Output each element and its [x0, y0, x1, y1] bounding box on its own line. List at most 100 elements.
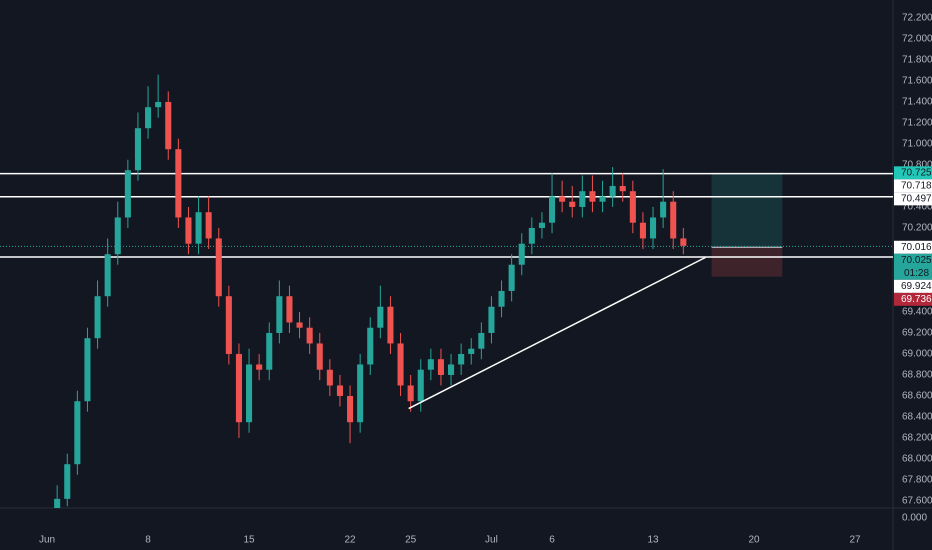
candle-body — [538, 222, 545, 228]
candle-body — [579, 191, 586, 207]
candle-body — [569, 201, 576, 207]
y-tick-label: 68.000 — [902, 454, 932, 465]
candle-body — [145, 107, 152, 129]
candle-body — [468, 348, 475, 354]
candle-body — [478, 332, 485, 349]
candle-body — [437, 359, 444, 375]
candle-body — [205, 212, 212, 239]
price-label-bg — [894, 166, 932, 180]
x-tick-label: 27 — [849, 535, 861, 546]
candle-body — [124, 170, 131, 218]
price-label-bg — [894, 240, 932, 254]
candle-body — [94, 296, 101, 339]
candle-body — [256, 364, 263, 370]
candle-body — [84, 338, 91, 402]
axes: 72.200 72.000 71.800 71.600 71.400 71.200 71.0… — [39, 13, 932, 546]
candle-body — [599, 196, 606, 202]
candle-body — [215, 238, 222, 297]
candle-body — [518, 243, 525, 265]
price-label-bg — [894, 192, 932, 206]
x-tick-label: 20 — [748, 535, 760, 546]
y-tick-label: 67.600 — [902, 496, 932, 507]
candle-body — [498, 290, 505, 307]
candle-body — [458, 353, 465, 365]
candle-body — [639, 222, 646, 239]
y-tick-label: 68.800 — [902, 370, 932, 381]
y-tick-label: 68.400 — [902, 412, 932, 423]
price-label-bg — [894, 292, 932, 306]
y-tick-label: 69.000 — [902, 349, 932, 360]
candle-body — [64, 464, 71, 499]
candle-body — [407, 385, 414, 402]
candle-body — [195, 212, 202, 244]
candle-body — [336, 385, 343, 396]
candle-body — [670, 201, 677, 239]
x-tick-label: 15 — [243, 535, 255, 546]
candle-body — [549, 196, 556, 223]
y-tick-label: 71.200 — [902, 118, 932, 129]
y-tick-label: 69.400 — [902, 307, 932, 318]
candle-body — [306, 327, 313, 344]
candle-body — [609, 185, 616, 197]
candle-body — [417, 369, 424, 402]
trend-line — [408, 256, 706, 410]
y-tick-label: 71.400 — [902, 97, 932, 108]
candle-body — [528, 227, 535, 244]
candle-body — [397, 343, 404, 386]
y-tick-label: 71.800 — [902, 55, 932, 66]
candle-body — [175, 149, 182, 218]
y-tick-label: 70.400 — [902, 202, 932, 213]
candle-body — [54, 498, 61, 508]
candle-body — [508, 264, 515, 291]
plot-area — [0, 74, 893, 508]
y-tick-label: 72.200 — [902, 13, 932, 24]
countdown-label: 01:28 — [904, 268, 929, 279]
loss-zone — [711, 247, 783, 277]
volume-axis-label: 0.000 — [902, 513, 927, 524]
candle-body — [185, 217, 192, 244]
candle-body — [488, 306, 495, 333]
price-label: 69.924 — [901, 281, 932, 292]
candle-body — [629, 191, 636, 223]
x-tick-label: 8 — [145, 535, 151, 546]
candle-body — [448, 364, 455, 375]
price-label: 70.016 — [901, 242, 932, 253]
candle-body — [266, 332, 273, 370]
candle-body — [367, 327, 374, 365]
price-label: 70.025 — [901, 255, 932, 266]
candle-body — [589, 191, 596, 202]
x-tick-label: 25 — [405, 535, 417, 546]
y-tick-label: 70.200 — [902, 223, 932, 234]
candle-body — [650, 217, 657, 239]
x-tick-label: 13 — [647, 535, 659, 546]
y-tick-label: 71.600 — [902, 76, 932, 87]
candle-body — [155, 101, 162, 108]
price-label-bg — [894, 179, 932, 193]
price-label: 69.736 — [901, 294, 932, 305]
profit-zone — [711, 172, 783, 248]
y-tick-label: 72.000 — [902, 34, 932, 45]
candle-body — [134, 128, 141, 171]
candle-body — [286, 296, 293, 323]
y-tick-label: 68.600 — [902, 391, 932, 402]
candle-body — [235, 353, 242, 423]
candle-body — [326, 369, 333, 386]
x-tick-label: 6 — [549, 535, 555, 546]
price-label-bg — [894, 279, 932, 293]
y-tick-label: 68.200 — [902, 433, 932, 444]
y-tick-label: 67.800 — [902, 475, 932, 486]
candle-body — [357, 364, 364, 423]
candle-body — [619, 185, 626, 192]
y-tick-label: 71.000 — [902, 139, 932, 150]
candle-body — [225, 296, 232, 354]
price-label: 70.718 — [901, 180, 932, 191]
x-tick-label: Jul — [485, 535, 498, 546]
candle-body — [660, 201, 667, 218]
x-tick-label: 22 — [344, 535, 356, 546]
y-tick-label: 69.200 — [902, 328, 932, 339]
candle-body — [316, 343, 323, 370]
x-tick-label: Jun — [39, 535, 55, 546]
candle-body — [104, 254, 111, 297]
